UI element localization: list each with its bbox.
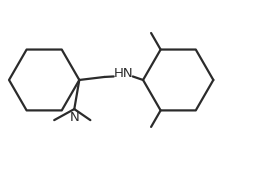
Text: N: N <box>69 111 79 124</box>
Text: HN: HN <box>114 67 134 80</box>
